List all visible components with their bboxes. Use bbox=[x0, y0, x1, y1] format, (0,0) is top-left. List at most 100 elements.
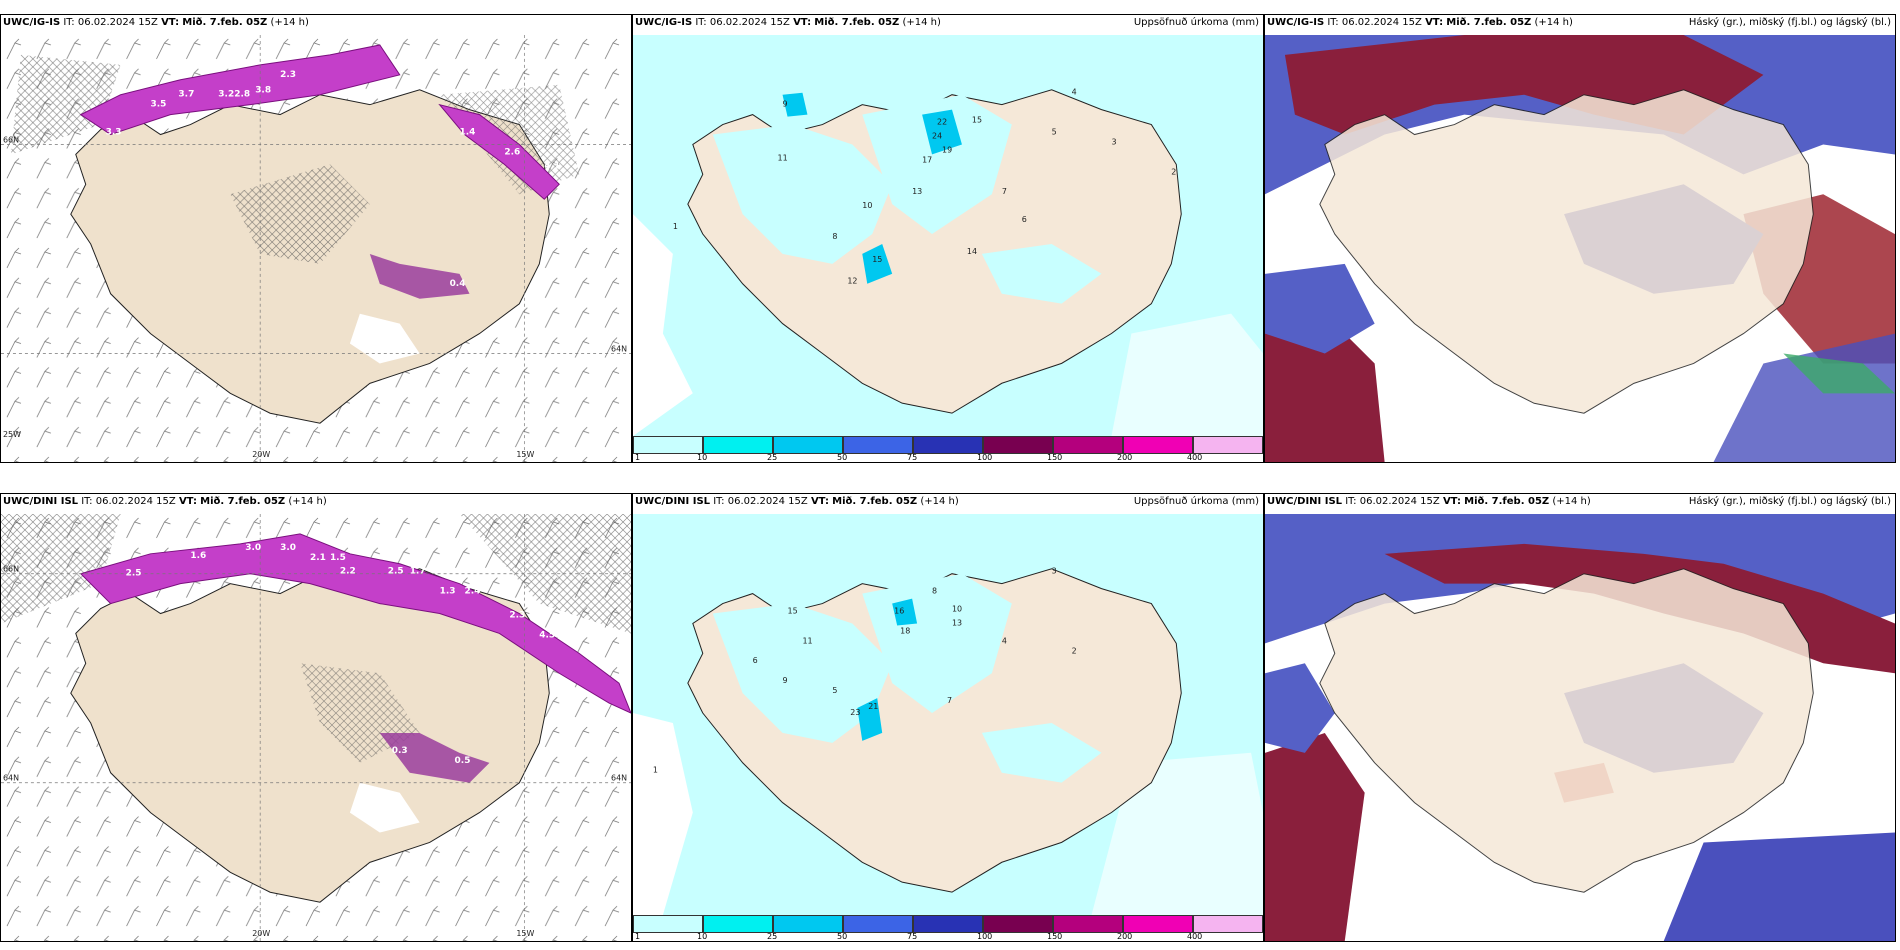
wind-label: 0.5 bbox=[455, 756, 471, 766]
precip-label: 3 bbox=[1111, 137, 1116, 146]
wind-map: 3.5 3.7 3.2 2.8 3.8 2.3 3.3 1.4 2.6 4.1 … bbox=[1, 35, 631, 462]
precip-label: 15 bbox=[872, 255, 882, 264]
wind-label: 2.5 bbox=[126, 569, 142, 579]
precip-title: Uppsöfnuð úrkoma (mm) bbox=[1133, 496, 1259, 507]
cloud-map-svg bbox=[1265, 35, 1895, 462]
lon-label: 20W bbox=[252, 450, 270, 459]
legend-tick-label: 75 bbox=[907, 453, 918, 462]
legend-tick-label: 150 bbox=[1047, 932, 1063, 941]
wind-label: 2.5 bbox=[388, 567, 404, 577]
lon-label: 15W bbox=[516, 450, 534, 459]
wind-label: 3.0 bbox=[280, 543, 296, 553]
precip-legend: 1 10 25 50 75 100 150 200 400 bbox=[633, 436, 1263, 462]
precip-label: 9 bbox=[783, 100, 788, 109]
cloud-map bbox=[1265, 514, 1895, 941]
iceland-landmass bbox=[1319, 89, 1814, 414]
panel-header: UWC/IG-IS IT: 06.02.2024 15Z VT: Mið. 7.… bbox=[3, 17, 309, 28]
precip-label: 7 bbox=[1002, 187, 1007, 196]
precip-label: 24 bbox=[932, 131, 942, 140]
precip-label: 17 bbox=[922, 155, 932, 164]
legend-swatch bbox=[773, 915, 843, 933]
cloud-panel-row2: UWC/DINI ISL IT: 06.02.2024 15Z VT: Mið.… bbox=[1264, 493, 1896, 942]
legend-tick-label: 10 bbox=[697, 932, 708, 941]
wind-panel-row2: UWC/DINI ISL IT: 06.02.2024 15Z VT: Mið.… bbox=[0, 493, 632, 942]
model-name: UWC/DINI ISL bbox=[1267, 496, 1343, 507]
precip-title: Uppsöfnuð úrkoma (mm) bbox=[1133, 17, 1259, 28]
precip-label: 5 bbox=[832, 686, 837, 695]
precip-map: 16 18 15 13 23 21 11 10 9 8 7 6 5 4 3 2 … bbox=[633, 514, 1263, 915]
precip-label: 23 bbox=[850, 708, 860, 717]
legend-tick-label: 1 bbox=[635, 453, 641, 462]
cloud-title: Háský (gr.), miðský (fj.bl.) og lágský (… bbox=[1688, 496, 1891, 507]
precip-label: 21 bbox=[868, 702, 878, 711]
precip-label: 5 bbox=[1052, 128, 1057, 137]
precip-label: 16 bbox=[894, 607, 904, 616]
precip-label: 10 bbox=[862, 201, 872, 210]
legend-swatch bbox=[1123, 915, 1193, 933]
wind-label: 3.2 bbox=[218, 90, 234, 100]
lat-label: 66N bbox=[3, 136, 19, 145]
iceland-landmass bbox=[1319, 568, 1814, 893]
wind-label: 2.6 bbox=[504, 147, 520, 157]
lat-label: 66N bbox=[3, 565, 19, 574]
legend-tick-label: 50 bbox=[837, 453, 848, 462]
precip-label: 11 bbox=[802, 636, 812, 645]
precip-legend: 1 10 25 50 75 100 150 200 400 bbox=[633, 915, 1263, 941]
precip-label: 2 bbox=[1171, 167, 1176, 176]
precip-label: 10 bbox=[952, 605, 962, 614]
precip-label: 14 bbox=[967, 247, 977, 256]
panel-header: UWC/DINI ISL IT: 06.02.2024 15Z VT: Mið.… bbox=[1267, 496, 1591, 507]
legend-swatch bbox=[1123, 436, 1193, 454]
wind-label: 1.7 bbox=[410, 567, 426, 577]
wind-label: 1.3 bbox=[440, 587, 456, 597]
precip-map: 22 24 19 15 17 13 14 15 12 11 10 9 8 7 6… bbox=[633, 35, 1263, 436]
precip-label: 9 bbox=[783, 676, 788, 685]
lat-label: 64N bbox=[3, 774, 19, 783]
wind-label: 3.7 bbox=[178, 90, 194, 100]
precip-label: 8 bbox=[832, 232, 837, 241]
wind-label: 0.4 bbox=[450, 279, 466, 289]
wind-label: 4.1 bbox=[544, 161, 560, 171]
model-name: UWC/IG-IS bbox=[3, 17, 61, 28]
legend-tick-label: 150 bbox=[1047, 453, 1063, 462]
cloud-map bbox=[1265, 35, 1895, 462]
model-name: UWC/IG-IS bbox=[635, 17, 693, 28]
legend-tick-label: 10 bbox=[697, 453, 708, 462]
model-name: UWC/DINI ISL bbox=[3, 496, 79, 507]
wind-label: 3.5 bbox=[151, 100, 167, 110]
legend-tick-label: 200 bbox=[1117, 932, 1133, 941]
precip-label: 11 bbox=[778, 153, 788, 162]
legend-swatch bbox=[703, 436, 773, 454]
precip-label: 15 bbox=[972, 116, 982, 125]
legend-swatch bbox=[843, 915, 913, 933]
precip-label: 7 bbox=[947, 696, 952, 705]
legend-swatch bbox=[633, 915, 703, 933]
wind-label: 2.8 bbox=[234, 90, 250, 100]
lon-label: 15W bbox=[516, 929, 534, 938]
wind-label: 3.3 bbox=[106, 128, 122, 138]
lat-label: 64N bbox=[611, 774, 627, 783]
precip-label: 19 bbox=[942, 145, 952, 154]
legend-swatch bbox=[1193, 436, 1263, 454]
wind-label: 2.3 bbox=[509, 611, 525, 621]
legend-swatch bbox=[1193, 915, 1263, 933]
legend-tick-label: 100 bbox=[977, 932, 993, 941]
wind-label: 2.2 bbox=[340, 567, 356, 577]
legend-swatch bbox=[913, 915, 983, 933]
precip-label: 8 bbox=[932, 587, 937, 596]
legend-tick-label: 25 bbox=[767, 932, 778, 941]
legend-swatch bbox=[983, 436, 1053, 454]
legend-tick-label: 50 bbox=[837, 932, 848, 941]
precip-label: 6 bbox=[1022, 215, 1027, 224]
legend-tick-label: 1 bbox=[635, 932, 641, 941]
wind-label: 1.4 bbox=[460, 128, 476, 138]
precip-map-svg: 16 18 15 13 23 21 11 10 9 8 7 6 5 4 3 2 … bbox=[633, 514, 1263, 915]
lat-label: 64N bbox=[611, 345, 627, 354]
panel-header: UWC/DINI ISL IT: 06.02.2024 15Z VT: Mið.… bbox=[3, 496, 327, 507]
wind-label: 2.4 bbox=[465, 587, 481, 597]
precip-panel-row1: UWC/IG-IS IT: 06.02.2024 15Z VT: Mið. 7.… bbox=[632, 14, 1264, 463]
legend-swatch bbox=[983, 915, 1053, 933]
model-name: UWC/DINI ISL bbox=[635, 496, 711, 507]
wind-label: 0.3 bbox=[392, 746, 408, 756]
precip-label: 12 bbox=[847, 277, 857, 286]
